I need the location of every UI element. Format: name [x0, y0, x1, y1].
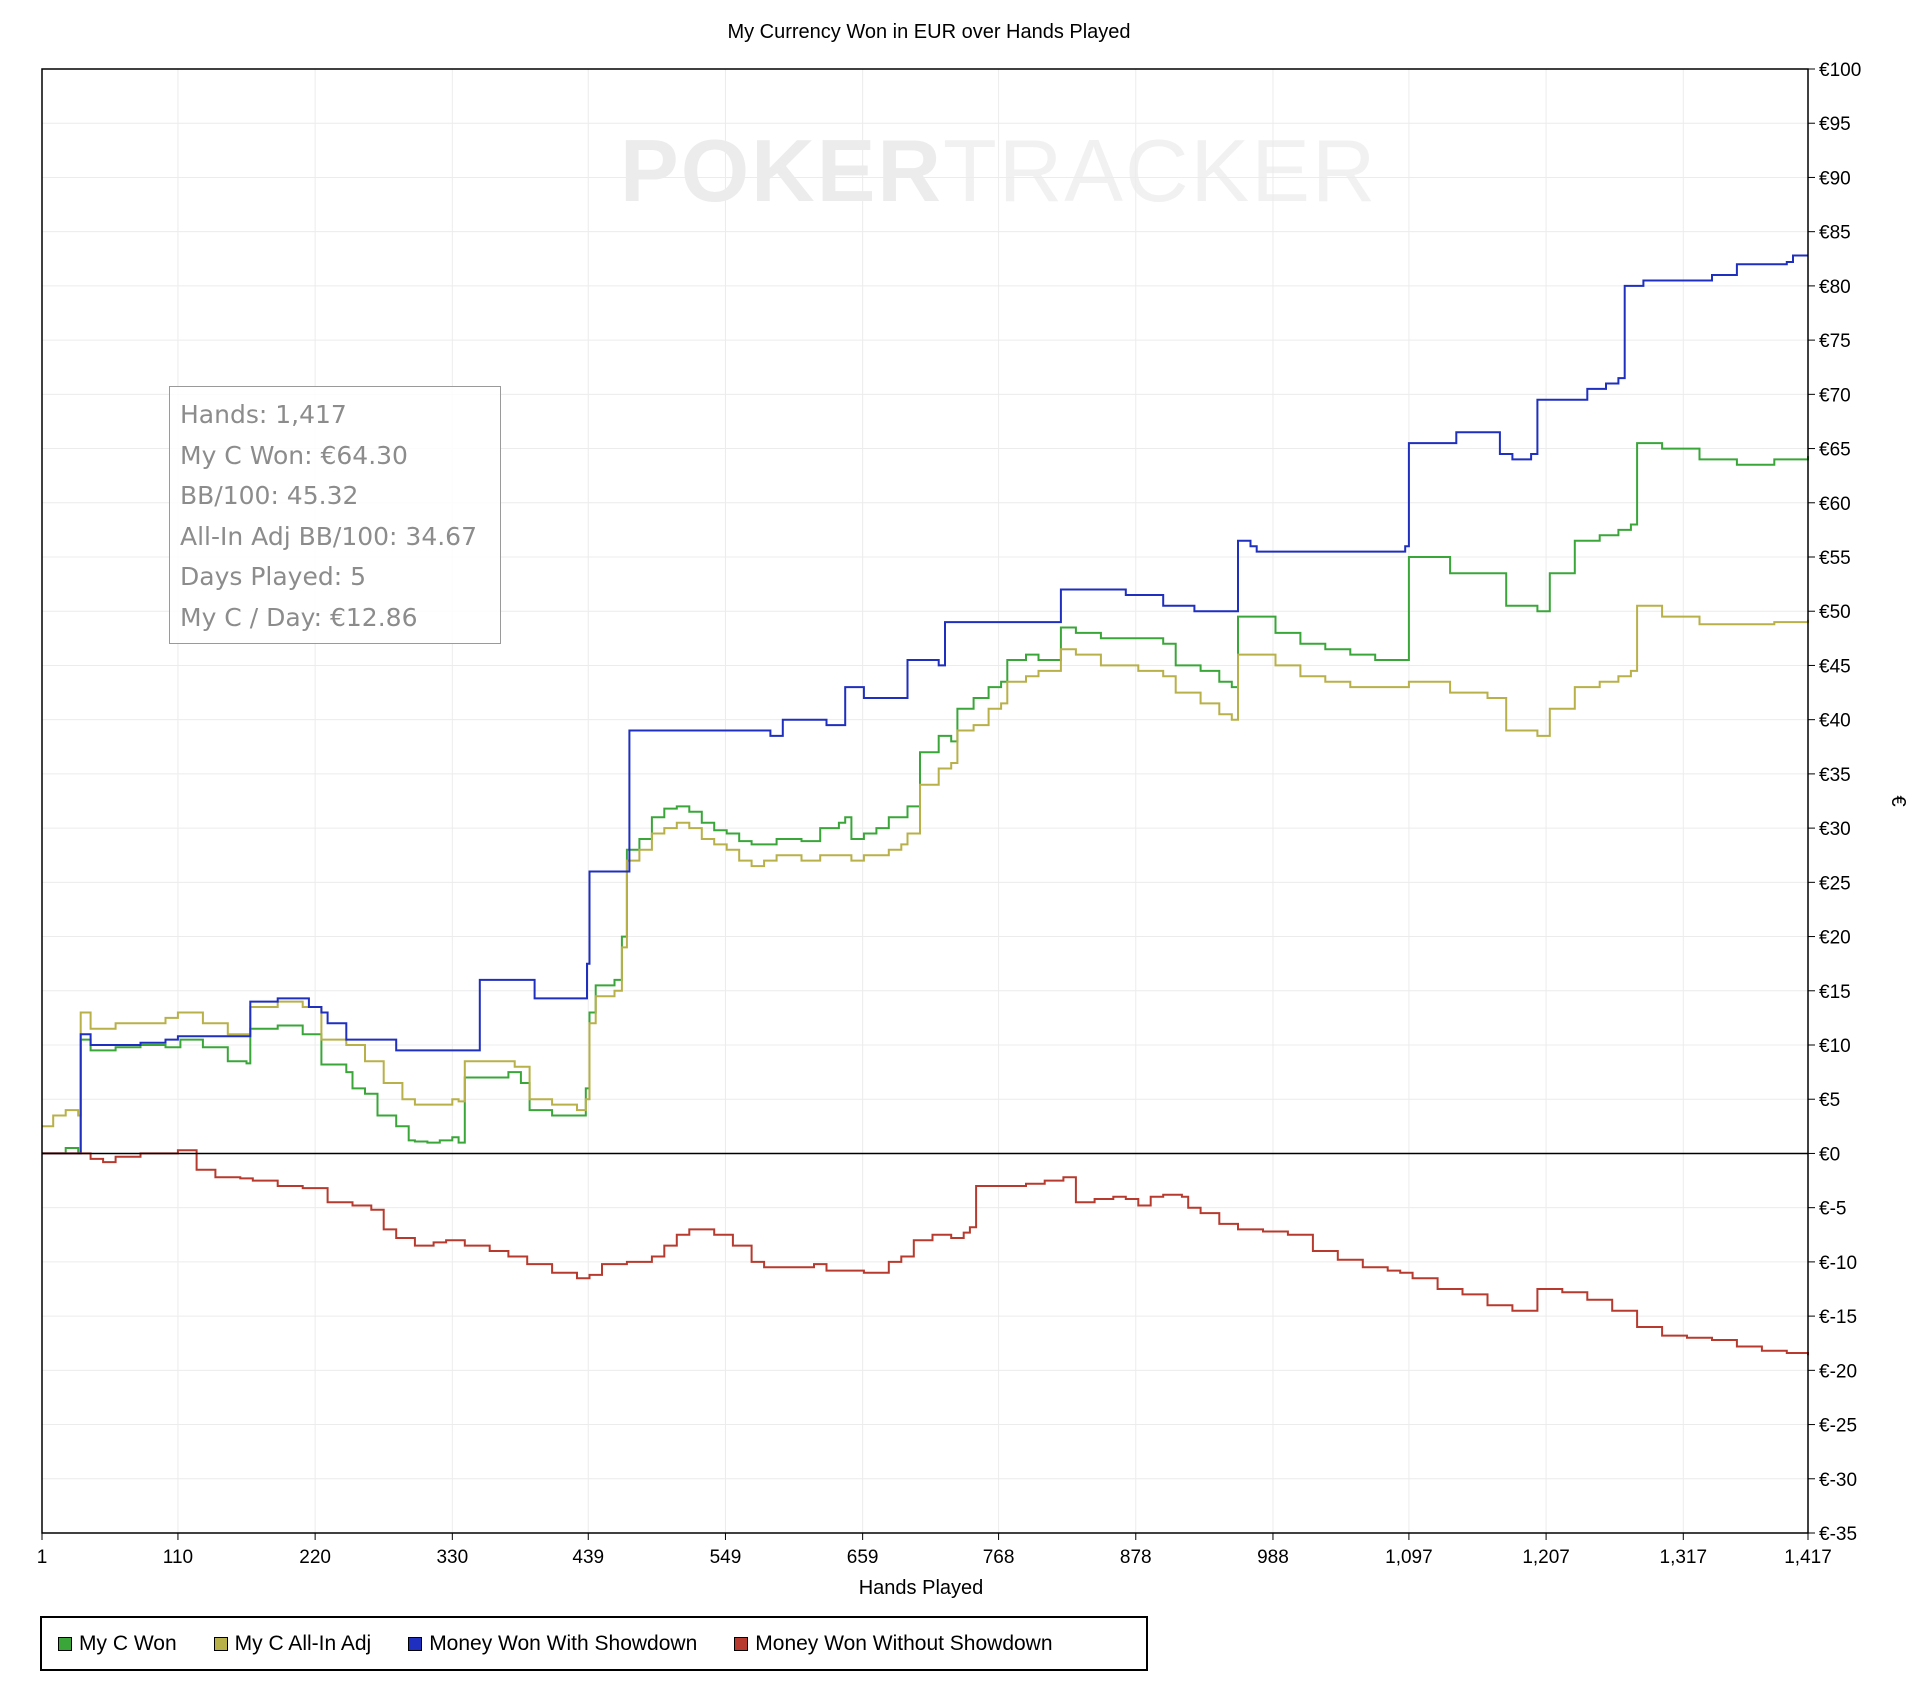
y-tick-label: €55 [1819, 548, 1851, 569]
x-tick-label: 1 [37, 1547, 48, 1568]
y-tick-label: €65 [1819, 440, 1851, 461]
legend-label: My C Won [79, 1631, 177, 1655]
y-tick-label: €80 [1819, 277, 1851, 298]
stats-per-day: My C / Day: €12.86 [180, 602, 418, 632]
legend-label: Money Won Without Showdown [755, 1631, 1053, 1655]
x-tick-label: 659 [847, 1547, 879, 1568]
y-tick-label: €25 [1819, 873, 1851, 894]
x-tick-label: 439 [572, 1547, 604, 1568]
watermark-part1: POKER [620, 121, 943, 220]
y-tick-label: €60 [1819, 494, 1851, 515]
axes: €100 €95 €90 €85 €80 €75 €70 €65 €60 €55 €50 €45 €40… [37, 60, 1862, 1568]
y-tick-label: €50 [1819, 602, 1851, 623]
y-tick-label: €-15 [1819, 1307, 1857, 1328]
y-axis-label: € [1887, 795, 1909, 806]
y-tick-label: €-25 [1819, 1416, 1857, 1437]
plot-frame [41, 68, 1809, 1534]
y-tick-label: €10 [1819, 1036, 1851, 1057]
x-tick-label: 110 [163, 1547, 193, 1568]
y-tick-label: €-10 [1819, 1253, 1857, 1274]
y-tick-label: €20 [1819, 928, 1851, 949]
x-tick-label: 1,207 [1522, 1547, 1570, 1568]
y-tick-label: €95 [1819, 114, 1851, 135]
y-tick-label: €-20 [1819, 1361, 1857, 1382]
stats-won: My C Won: €64.30 [180, 440, 408, 470]
x-tick-label: 988 [1257, 1547, 1289, 1568]
series-line [42, 1149, 1809, 1356]
y-tick-label: €70 [1819, 385, 1851, 406]
stats-days: Days Played: 5 [180, 562, 366, 591]
y-tick-label: €35 [1819, 765, 1851, 786]
legend-swatch [58, 1636, 72, 1651]
x-axis-label: Hands Played [859, 1577, 984, 1599]
watermark-part2: TRACKER [942, 121, 1378, 220]
legend-swatch [213, 1636, 228, 1651]
stats-hands: Hands: 1,417 [180, 400, 347, 429]
series-line [42, 442, 1809, 1155]
legend-item-without-showdown[interactable]: Money Won Without Showdown [734, 1631, 1053, 1656]
y-tick-label: €40 [1819, 711, 1851, 732]
y-tick-label: €90 [1819, 168, 1851, 189]
legend-item-with-showdown[interactable]: Money Won With Showdown [408, 1632, 697, 1656]
pokertracker-watermark: POKERTRACKER [620, 120, 1377, 222]
stats-bb100: BB/100: 45.32 [180, 481, 359, 510]
y-tick-label: €0 [1819, 1144, 1840, 1165]
y-tick-label: €100 [1819, 60, 1861, 81]
series-layer [42, 254, 1809, 1356]
x-tick-label: 1,097 [1385, 1547, 1433, 1568]
grid [41, 68, 1809, 1534]
chart-title: My Currency Won in EUR over Hands Played [727, 21, 1130, 43]
y-tick-label: €-30 [1819, 1470, 1857, 1491]
series-line [42, 604, 1809, 1128]
x-tick-label: 1,417 [1784, 1547, 1832, 1568]
y-tick-label: €85 [1819, 223, 1851, 244]
y-tick-label: €75 [1819, 331, 1851, 352]
legend-label: My C All-In Adj [234, 1631, 372, 1655]
legend-item-all-in-adj[interactable]: My C All-In Adj [213, 1631, 372, 1656]
legend-label: Money Won With Showdown [429, 1631, 698, 1655]
legend-swatch [734, 1636, 749, 1651]
x-tick-label: 1,317 [1660, 1547, 1708, 1568]
x-tick-label: 549 [710, 1547, 742, 1568]
y-tick-label: €45 [1819, 656, 1851, 677]
y-tick-label: €-35 [1819, 1524, 1857, 1545]
stats-allin-bb100: All-In Adj BB/100: 34.67 [180, 521, 477, 551]
stats-box: Hands: 1,417 My C Won: €64.30 BB/100: 45… [169, 386, 501, 644]
y-tick-label: €-5 [1819, 1199, 1846, 1220]
legend-swatch [408, 1636, 423, 1651]
series-line [42, 254, 1808, 1155]
x-tick-label: 878 [1120, 1547, 1152, 1568]
legend-item-my-c-won[interactable]: My C Won [58, 1632, 177, 1656]
y-tick-label: €5 [1819, 1090, 1840, 1111]
y-tick-label: €15 [1819, 982, 1851, 1003]
x-tick-label: 220 [299, 1547, 331, 1568]
x-tick-label: 768 [983, 1547, 1015, 1568]
y-tick-label: €30 [1819, 819, 1851, 840]
legend: My C Won My C All-In Adj Money Won With … [40, 1616, 1148, 1671]
x-tick-label: 330 [436, 1547, 468, 1568]
